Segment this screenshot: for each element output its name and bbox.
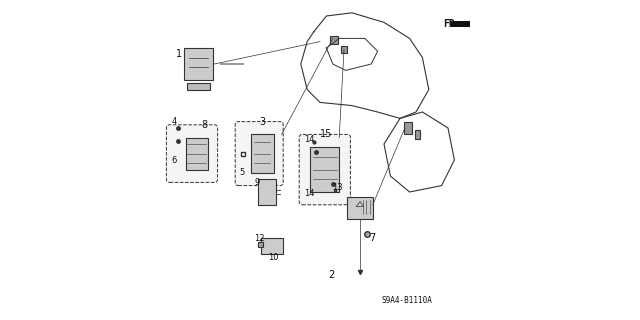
Text: 6: 6 xyxy=(172,156,177,164)
FancyBboxPatch shape xyxy=(187,83,210,90)
Text: 8: 8 xyxy=(202,120,208,130)
FancyBboxPatch shape xyxy=(236,122,283,186)
Text: 14: 14 xyxy=(304,135,315,144)
Text: 2: 2 xyxy=(328,270,334,280)
Text: 12: 12 xyxy=(254,234,264,243)
FancyBboxPatch shape xyxy=(415,130,420,139)
Text: 10: 10 xyxy=(268,253,279,262)
Text: 4: 4 xyxy=(172,117,177,126)
FancyBboxPatch shape xyxy=(310,147,339,192)
Text: 9: 9 xyxy=(255,178,260,187)
FancyBboxPatch shape xyxy=(166,125,218,182)
FancyBboxPatch shape xyxy=(261,238,283,254)
Text: S9A4-B1110A: S9A4-B1110A xyxy=(381,296,432,305)
Text: 7: 7 xyxy=(370,233,376,244)
FancyBboxPatch shape xyxy=(184,48,212,80)
Text: 13: 13 xyxy=(332,183,343,192)
FancyBboxPatch shape xyxy=(330,36,339,44)
Text: 5: 5 xyxy=(239,168,244,177)
FancyBboxPatch shape xyxy=(340,46,347,53)
Text: 15: 15 xyxy=(320,129,333,140)
FancyBboxPatch shape xyxy=(186,138,208,170)
Text: 3: 3 xyxy=(259,116,266,127)
FancyBboxPatch shape xyxy=(300,134,351,205)
FancyBboxPatch shape xyxy=(347,197,372,219)
Text: 1: 1 xyxy=(176,49,182,60)
FancyBboxPatch shape xyxy=(404,122,412,134)
FancyBboxPatch shape xyxy=(259,243,263,247)
FancyBboxPatch shape xyxy=(259,179,276,205)
FancyBboxPatch shape xyxy=(252,134,274,173)
FancyBboxPatch shape xyxy=(451,21,470,27)
Text: 14: 14 xyxy=(304,189,315,198)
Text: FR.: FR. xyxy=(443,19,461,29)
